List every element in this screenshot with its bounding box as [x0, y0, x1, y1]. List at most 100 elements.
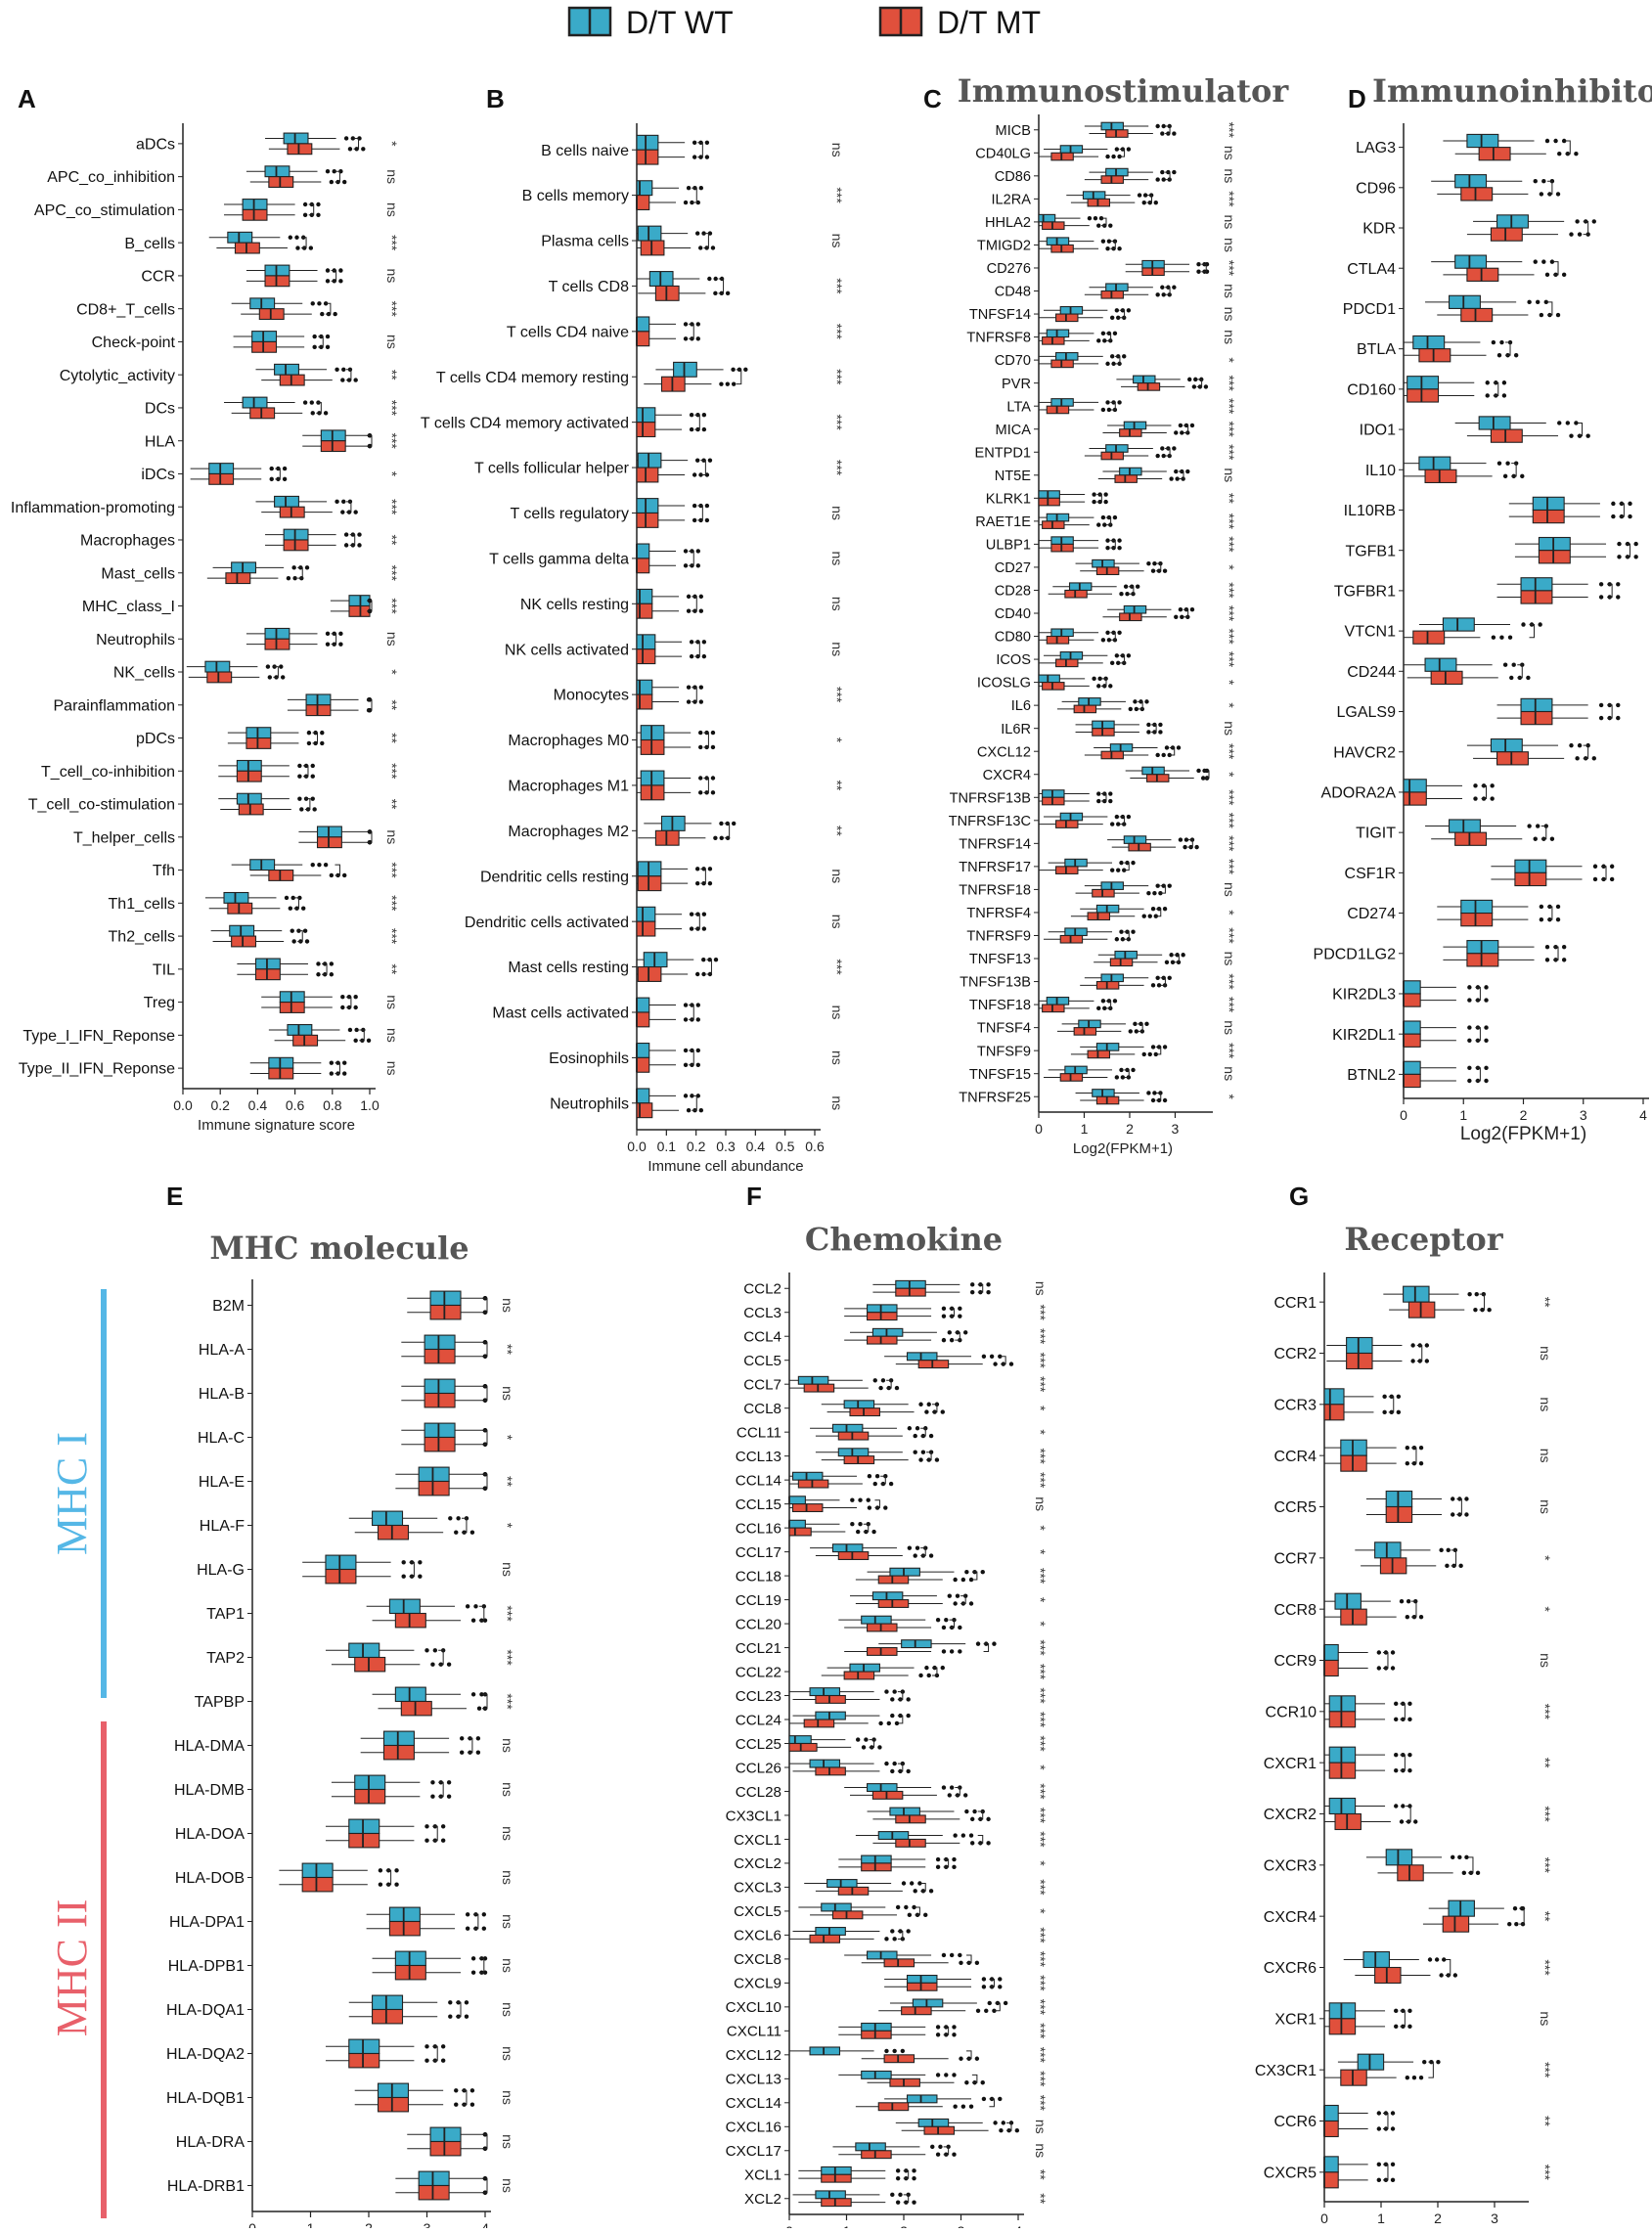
outlier-wt	[1181, 953, 1185, 958]
box-mt	[1412, 630, 1446, 645]
outlier-wt	[378, 1868, 383, 1873]
outlier-wt	[1467, 985, 1472, 990]
box-wt	[274, 495, 299, 508]
outlier-wt	[906, 1713, 911, 1719]
significance-bracket	[1165, 171, 1171, 181]
significance-label: ns	[384, 1061, 400, 1076]
significance-bracket	[1201, 263, 1207, 273]
outlier-mt	[1106, 407, 1112, 413]
outlier-mt	[1382, 1409, 1387, 1415]
panel-letter: B	[486, 84, 505, 113]
box-wt	[1340, 1439, 1367, 1456]
significance-bracket	[886, 1379, 892, 1389]
box-mt	[1442, 1915, 1470, 1933]
outlier-wt	[1464, 1496, 1469, 1501]
category-label: Tfh	[153, 863, 175, 879]
outlier-mt	[986, 1841, 991, 1846]
outlier-wt	[1105, 400, 1110, 405]
outlier-mt	[890, 1768, 895, 1774]
outlier-wt	[694, 231, 700, 236]
outlier-wt	[1167, 883, 1172, 888]
significance-bracket	[1179, 470, 1184, 480]
outlier-mt	[329, 872, 335, 878]
significance-label: ***	[1538, 1806, 1553, 1822]
outlier-mt	[1394, 1767, 1399, 1773]
outlier-mt	[353, 1038, 358, 1043]
box-mt	[923, 2125, 956, 2135]
significance-bracket	[316, 402, 322, 414]
box-row: TAP1 ***	[206, 1598, 515, 1629]
outlier-wt	[694, 458, 700, 463]
box-row: TIGIT***	[1356, 819, 1555, 846]
box-wt	[242, 199, 268, 210]
significance-label: ns	[1538, 1499, 1553, 1514]
category-label: iDCs	[141, 467, 175, 483]
category-label: CCL2	[743, 1281, 781, 1298]
box-wt	[264, 264, 290, 277]
legend-label-wt: D/T WT	[626, 5, 734, 40]
outlier-mt	[1155, 453, 1160, 459]
significance-label: ns	[500, 2178, 515, 2193]
box-mt	[654, 829, 680, 846]
significance-label: ns	[384, 1028, 400, 1043]
category-label: CXCL13	[726, 2072, 781, 2088]
box-mt	[268, 1067, 294, 1080]
box-wt	[1362, 1950, 1390, 1969]
outlier-wt	[1598, 702, 1604, 708]
outlier-mt	[1574, 151, 1579, 156]
outlier-mt	[1108, 798, 1113, 804]
category-label: CCR7	[1273, 1550, 1317, 1567]
box-wt	[1374, 1541, 1402, 1559]
significance-bracket	[718, 278, 725, 294]
box-mt	[636, 1056, 650, 1073]
outlier-mt	[340, 1005, 345, 1010]
significance-label: *	[384, 141, 400, 147]
outlier-wt	[1561, 944, 1567, 950]
x-tick-label: 2	[1126, 1121, 1134, 1137]
box-mt	[1334, 1812, 1362, 1831]
outlier-wt	[1628, 501, 1632, 507]
outlier-wt	[980, 1569, 985, 1575]
outlier-wt	[465, 1912, 470, 1917]
category-label: Type_II_IFN_Reponse	[19, 1061, 175, 1078]
box-row: T cells CD4 memory resting ***	[436, 361, 845, 392]
outlier-mt	[1557, 151, 1562, 156]
category-label: CD8+_T_cells	[76, 301, 175, 318]
outlier-wt	[938, 2144, 943, 2150]
box-wt	[861, 1615, 892, 1625]
outlier-mt	[1161, 752, 1166, 758]
box-row: Parainflammation **	[54, 693, 400, 717]
box-wt	[372, 1994, 404, 2011]
outlier-wt	[1490, 783, 1495, 788]
box-row: CXCL1 ***	[734, 1831, 1049, 1849]
outlier-wt	[1609, 864, 1615, 869]
box-row: APC_co_stimulation ns	[34, 199, 400, 221]
outlier-mt	[1616, 715, 1621, 721]
outlier-wt	[692, 503, 697, 509]
outlier-wt	[856, 1737, 861, 1742]
box-mt	[1374, 1966, 1402, 1985]
significance-label: ns	[500, 1562, 515, 1577]
category-label: HLA-C	[198, 1430, 245, 1447]
box-wt	[1403, 1020, 1421, 1035]
outlier-wt	[917, 1881, 922, 1886]
significance-bracket	[736, 369, 742, 385]
box-wt	[1403, 980, 1421, 995]
significance-label: *	[500, 1523, 515, 1529]
outlier-mt	[1100, 407, 1106, 413]
significance-label: ns	[384, 269, 400, 284]
significance-bracket	[692, 1094, 697, 1111]
box-mt	[264, 275, 290, 288]
significance-bracket	[966, 1954, 972, 1964]
significance-bracket	[903, 2194, 910, 2204]
box-wt	[242, 396, 268, 409]
outlier-mt	[1175, 476, 1180, 481]
box-row: MICB ***	[996, 122, 1237, 139]
significance-bracket	[897, 1930, 904, 1940]
box-wt	[354, 1774, 386, 1791]
significance-bracket	[1124, 931, 1130, 940]
outlier-wt	[1155, 883, 1160, 888]
significance-bracket	[1174, 954, 1180, 963]
category-label: Parainflammation	[54, 697, 176, 714]
